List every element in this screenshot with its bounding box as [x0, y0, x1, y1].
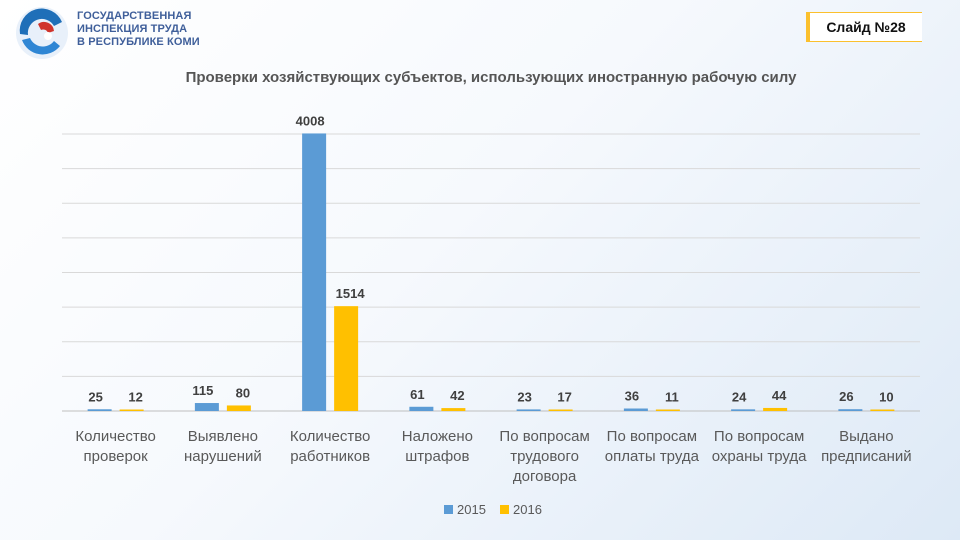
category-label: предписаний: [821, 448, 912, 465]
category-label: договора: [513, 468, 577, 485]
bar-2016: [226, 405, 251, 411]
org-name-line: В РЕСПУБЛИКЕ КОМИ: [77, 36, 200, 48]
bar-2015: [731, 409, 756, 411]
data-label: 1514: [336, 286, 366, 301]
legend-label: 2016: [513, 502, 542, 517]
bar-2016: [441, 408, 466, 411]
category-label: штрафов: [405, 448, 469, 465]
data-label: 23: [517, 389, 531, 404]
bar-2015: [194, 403, 219, 411]
category-label: Количество: [290, 428, 371, 445]
category-label: оплаты труда: [605, 448, 700, 465]
slide-number-badge: Слайд №28: [806, 12, 922, 42]
slide-number-label: Слайд №28: [810, 13, 922, 41]
bar-2016: [655, 409, 680, 411]
data-label: 61: [410, 387, 424, 402]
category-label: Выявлено: [188, 428, 258, 445]
category-label: работников: [290, 448, 370, 465]
bar-2016: [763, 407, 788, 411]
category-label: Выдано: [839, 428, 894, 445]
category-label: По вопросам: [607, 428, 697, 445]
data-label: 12: [128, 390, 142, 405]
legend-label: 2015: [457, 502, 486, 517]
data-label: 42: [450, 388, 464, 403]
data-label: 17: [557, 390, 571, 405]
data-label: 25: [88, 389, 102, 404]
legend-swatch-2016: [500, 505, 509, 514]
bar-2015: [516, 409, 541, 411]
category-label: По вопросам: [714, 428, 804, 445]
data-label: 36: [625, 389, 639, 404]
category-label: По вопросам: [499, 428, 589, 445]
data-label: 11: [665, 390, 679, 405]
bar-2015: [87, 409, 112, 411]
legend-swatch-2015: [444, 505, 453, 514]
inspection-logo-icon: [16, 7, 68, 59]
data-label: 4008: [296, 113, 325, 128]
chart-title: Проверки хозяйствующих субъектов, исполь…: [186, 69, 798, 86]
bar-2016: [870, 409, 895, 411]
bar-2015: [838, 409, 863, 411]
bar-2015: [409, 406, 434, 411]
category-label: охраны труда: [712, 448, 807, 465]
data-label: 24: [732, 389, 747, 404]
data-label: 115: [192, 383, 213, 398]
category-label: проверок: [84, 448, 149, 465]
data-label: 26: [839, 389, 853, 404]
category-label: Количество: [75, 428, 156, 445]
data-label: 80: [236, 385, 250, 400]
bar-2016: [334, 306, 359, 411]
org-name-line: ГОСУДАРСТВЕННАЯ: [77, 10, 192, 22]
org-name-line: ИНСПЕКЦИЯ ТРУДА: [77, 23, 188, 35]
category-label: нарушений: [184, 448, 262, 465]
data-label: 44: [772, 388, 787, 403]
data-label: 10: [879, 390, 893, 405]
bar-2015: [302, 133, 327, 412]
category-label: Наложено: [402, 428, 473, 445]
bar-2016: [548, 409, 573, 411]
org-name: ГОСУДАРСТВЕННАЯ ИНСПЕКЦИЯ ТРУДА В РЕСПУБ…: [77, 10, 217, 49]
bar-2015: [623, 408, 648, 411]
category-label: трудового: [510, 448, 579, 465]
bar-2016: [119, 409, 144, 411]
